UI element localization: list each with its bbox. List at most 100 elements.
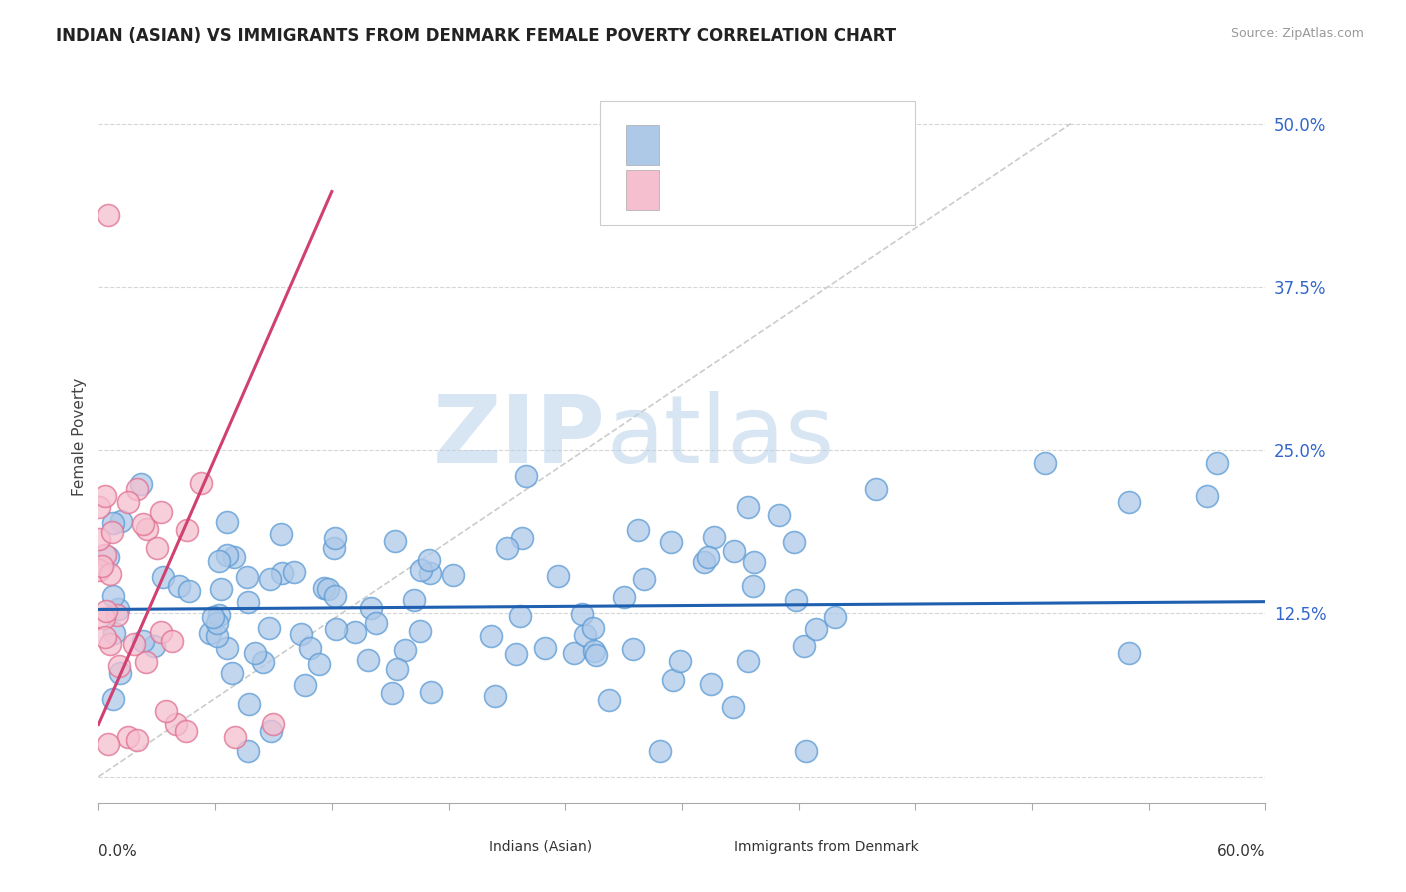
Point [167,579,190,593]
Point [562,646,585,660]
Point [322,541,344,556]
Point [318,582,340,596]
Point [702,530,724,544]
Point [314,581,336,595]
Point [108,666,131,681]
Point [419,684,441,698]
Point [283,566,305,580]
Point [794,743,817,757]
Text: ZIP: ZIP [433,391,606,483]
Point [737,654,759,668]
Point [198,626,221,640]
Point [344,624,367,639]
Point [101,524,124,539]
Point [364,616,387,631]
Point [1118,495,1140,509]
Point [101,516,124,530]
Point [208,608,231,623]
Text: 0.0%: 0.0% [98,845,138,860]
Point [224,731,246,745]
Point [174,723,197,738]
Point [650,743,672,757]
Point [150,624,173,639]
Point [298,641,321,656]
Point [1195,489,1218,503]
Point [108,658,131,673]
Point [804,622,827,636]
Point [785,593,807,607]
Text: N =  35: N = 35 [793,181,856,199]
Point [132,516,155,531]
Point [162,633,184,648]
Point [208,554,231,568]
Point [1118,646,1140,660]
Point [236,595,259,609]
Text: N = 110: N = 110 [793,136,862,153]
Point [176,523,198,537]
Point [260,723,283,738]
Point [325,622,347,636]
FancyBboxPatch shape [693,832,723,862]
Point [737,500,759,515]
Text: atlas: atlas [606,391,834,483]
Point [259,621,281,635]
Point [693,555,716,569]
Point [633,573,655,587]
Point [252,656,274,670]
Point [94,489,117,503]
Point [742,555,765,569]
Point [236,570,259,584]
Point [107,602,129,616]
Point [98,637,121,651]
Point [793,639,815,653]
Text: Immigrants from Denmark: Immigrants from Denmark [734,839,920,854]
Point [547,569,569,583]
Point [585,648,607,663]
Point [613,590,636,604]
Point [131,633,153,648]
Point [103,625,125,640]
Point [165,717,187,731]
Point [152,569,174,583]
Text: R = 0.430: R = 0.430 [672,181,756,199]
Point [105,607,128,622]
Text: 60.0%: 60.0% [1218,845,1265,860]
Point [117,495,139,509]
Point [127,483,149,497]
Point [621,642,644,657]
Point [129,477,152,491]
Point [290,627,312,641]
Point [97,737,120,751]
Point [238,697,260,711]
Point [1033,456,1056,470]
Point [308,657,330,671]
Point [768,508,790,523]
Point [262,717,284,731]
Point [441,568,464,582]
Text: INDIAN (ASIAN) VS IMMIGRANTS FROM DENMARK FEMALE POVERTY CORRELATION CHART: INDIAN (ASIAN) VS IMMIGRANTS FROM DENMAR… [56,27,897,45]
Point [533,640,555,655]
Point [571,607,593,622]
Point [402,593,425,607]
Point [419,566,441,581]
Point [146,541,169,555]
Point [384,534,406,549]
Point [110,514,132,528]
Point [742,579,765,593]
Point [505,647,527,661]
Point [697,549,720,564]
Point [357,653,380,667]
Point [245,646,267,660]
FancyBboxPatch shape [626,125,658,165]
FancyBboxPatch shape [626,170,658,211]
Point [142,639,165,653]
Point [155,705,177,719]
Point [385,662,408,676]
Point [136,521,159,535]
Point [598,693,620,707]
Point [94,548,117,562]
Point [177,583,200,598]
Point [409,624,432,638]
FancyBboxPatch shape [600,101,915,225]
Point [323,590,346,604]
